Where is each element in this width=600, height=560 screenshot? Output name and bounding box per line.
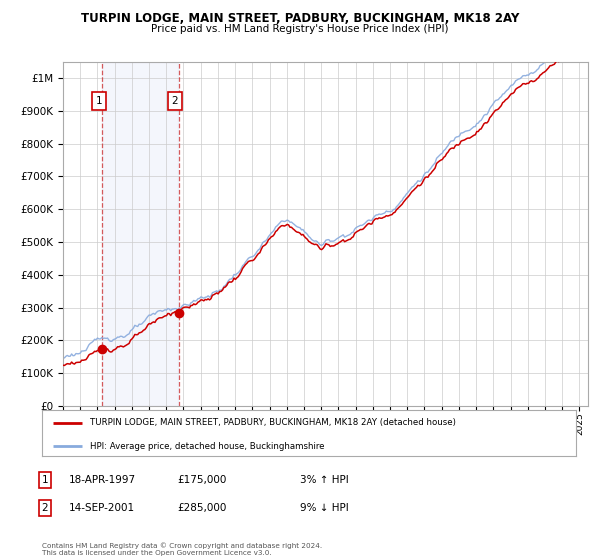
Text: 14-SEP-2001: 14-SEP-2001	[69, 503, 135, 513]
Text: 3% ↑ HPI: 3% ↑ HPI	[300, 475, 349, 485]
Bar	[103, 62, 178, 406]
Text: 2: 2	[41, 503, 49, 513]
Text: 18-APR-1997: 18-APR-1997	[69, 475, 136, 485]
Text: Price paid vs. HM Land Registry's House Price Index (HPI): Price paid vs. HM Land Registry's House …	[151, 24, 449, 34]
Text: 2: 2	[172, 96, 178, 106]
Text: £285,000: £285,000	[177, 503, 226, 513]
Text: HPI: Average price, detached house, Buckinghamshire: HPI: Average price, detached house, Buck…	[90, 442, 325, 451]
Text: £175,000: £175,000	[177, 475, 226, 485]
Text: TURPIN LODGE, MAIN STREET, PADBURY, BUCKINGHAM, MK18 2AY: TURPIN LODGE, MAIN STREET, PADBURY, BUCK…	[81, 12, 519, 25]
Text: TURPIN LODGE, MAIN STREET, PADBURY, BUCKINGHAM, MK18 2AY (detached house): TURPIN LODGE, MAIN STREET, PADBURY, BUCK…	[90, 418, 456, 427]
Text: 9% ↓ HPI: 9% ↓ HPI	[300, 503, 349, 513]
Text: 1: 1	[41, 475, 49, 485]
Text: 1: 1	[95, 96, 102, 106]
Text: Contains HM Land Registry data © Crown copyright and database right 2024.
This d: Contains HM Land Registry data © Crown c…	[42, 542, 322, 556]
